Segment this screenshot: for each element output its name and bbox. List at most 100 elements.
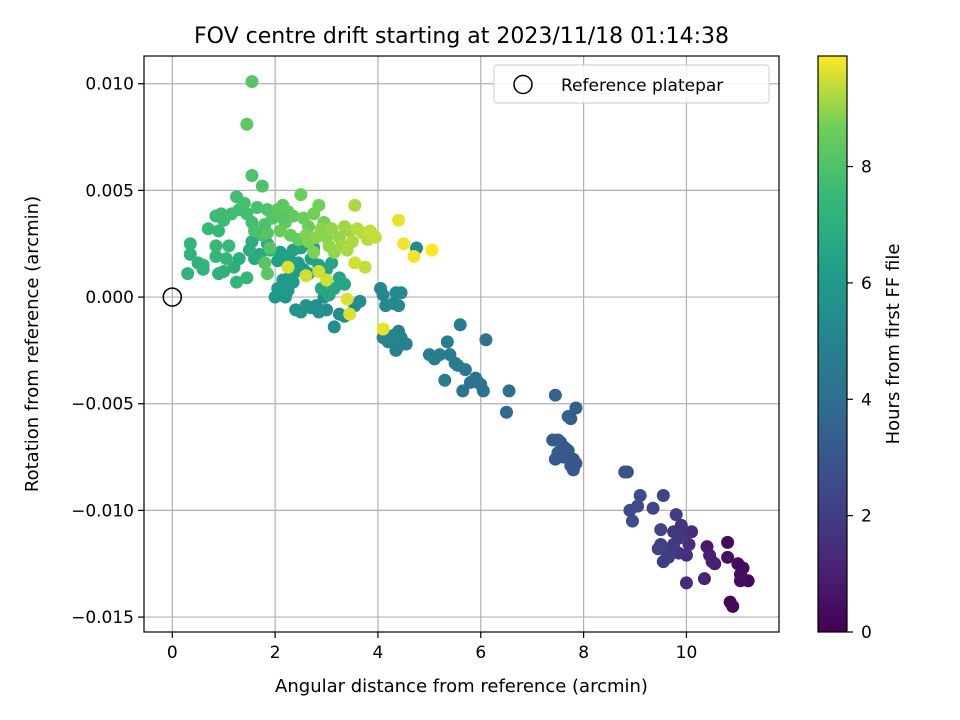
data-point xyxy=(260,267,274,281)
data-point xyxy=(340,292,354,306)
data-point xyxy=(240,117,254,131)
data-point xyxy=(376,322,390,336)
data-point xyxy=(397,237,411,251)
data-point xyxy=(343,307,357,321)
colorbar-ticks: 0 2 4 6 8 xyxy=(847,158,872,643)
legend-label: Reference platepar xyxy=(561,76,723,96)
data-point xyxy=(453,318,467,332)
data-point xyxy=(299,269,313,283)
x-tick-label: 0 xyxy=(167,643,178,663)
data-point xyxy=(245,168,259,182)
data-point xyxy=(222,239,236,253)
data-point xyxy=(499,405,513,419)
data-point xyxy=(425,243,439,257)
y-tick-label: −0.015 xyxy=(71,608,134,628)
data-point xyxy=(245,235,259,249)
data-point xyxy=(245,75,259,89)
legend-box xyxy=(493,64,770,104)
data-point xyxy=(394,286,408,300)
data-point xyxy=(618,465,632,479)
data-point xyxy=(338,277,352,291)
data-point xyxy=(679,548,693,562)
data-point xyxy=(312,264,326,278)
data-point xyxy=(258,256,272,270)
colorbar-tick-label: 8 xyxy=(861,158,872,178)
data-point xyxy=(379,299,393,313)
data-point xyxy=(209,239,223,253)
data-point xyxy=(345,235,359,249)
data-point xyxy=(721,535,735,549)
data-point xyxy=(368,230,382,244)
data-point xyxy=(569,401,583,415)
data-point xyxy=(348,198,362,212)
data-point xyxy=(633,488,647,502)
data-point xyxy=(320,273,334,287)
x-tick-label: 2 xyxy=(270,643,281,663)
data-point xyxy=(312,305,326,319)
x-tick-label: 10 xyxy=(676,643,698,663)
plot-frame xyxy=(143,55,780,633)
data-point xyxy=(183,247,197,261)
x-axis-ticks: 0 2 4 6 8 10 xyxy=(167,632,697,663)
y-tick-label: 0.000 xyxy=(85,288,134,308)
data-point xyxy=(289,303,303,317)
x-tick-label: 4 xyxy=(373,643,384,663)
data-point xyxy=(623,503,637,517)
data-point xyxy=(358,260,372,274)
data-point xyxy=(407,250,421,264)
data-point xyxy=(463,375,477,389)
data-point xyxy=(669,508,683,522)
data-point xyxy=(276,211,290,225)
data-point xyxy=(325,222,339,236)
data-point xyxy=(312,198,326,212)
data-point xyxy=(240,271,254,285)
data-point xyxy=(561,410,575,424)
data-point xyxy=(656,488,670,502)
legend: Reference platepar xyxy=(493,64,770,104)
data-point xyxy=(214,207,228,221)
data-point xyxy=(726,599,740,613)
y-axis-ticks: −0.015 −0.010 −0.005 0.000 0.005 0.010 xyxy=(71,75,144,628)
data-point xyxy=(327,320,341,334)
y-tick-label: −0.005 xyxy=(71,395,134,415)
data-point xyxy=(325,256,339,270)
data-point xyxy=(721,550,735,564)
data-point xyxy=(422,348,436,362)
data-point xyxy=(212,224,226,238)
data-point xyxy=(294,188,308,202)
x-axis-label: Angular distance from reference (arcmin) xyxy=(275,676,648,697)
data-points xyxy=(181,75,755,613)
data-point xyxy=(273,224,287,238)
data-point xyxy=(674,518,688,532)
data-point xyxy=(625,514,639,528)
data-point xyxy=(440,335,454,349)
data-point xyxy=(389,343,403,357)
data-point xyxy=(209,250,223,264)
data-point xyxy=(392,213,406,227)
data-point xyxy=(456,384,470,398)
data-point xyxy=(196,258,210,272)
data-point xyxy=(263,241,277,255)
data-point xyxy=(227,260,241,274)
data-point xyxy=(438,373,452,387)
data-point xyxy=(255,179,269,193)
data-point xyxy=(697,572,711,586)
data-point xyxy=(679,576,693,590)
colorbar-tick-label: 2 xyxy=(861,507,872,527)
data-point xyxy=(260,226,274,240)
data-point xyxy=(219,252,233,266)
data-point xyxy=(281,260,295,274)
data-point xyxy=(548,388,562,402)
data-point xyxy=(736,561,750,575)
reference-platepar-marker xyxy=(162,287,183,307)
data-point xyxy=(654,523,668,537)
data-point xyxy=(348,256,362,270)
colorbar-label: Hours from first FF file xyxy=(883,244,904,445)
data-point xyxy=(299,299,313,313)
data-point xyxy=(181,267,195,281)
data-point xyxy=(183,237,197,251)
y-tick-label: 0.005 xyxy=(85,181,134,201)
data-point xyxy=(661,550,675,564)
y-tick-label: 0.010 xyxy=(85,75,134,95)
